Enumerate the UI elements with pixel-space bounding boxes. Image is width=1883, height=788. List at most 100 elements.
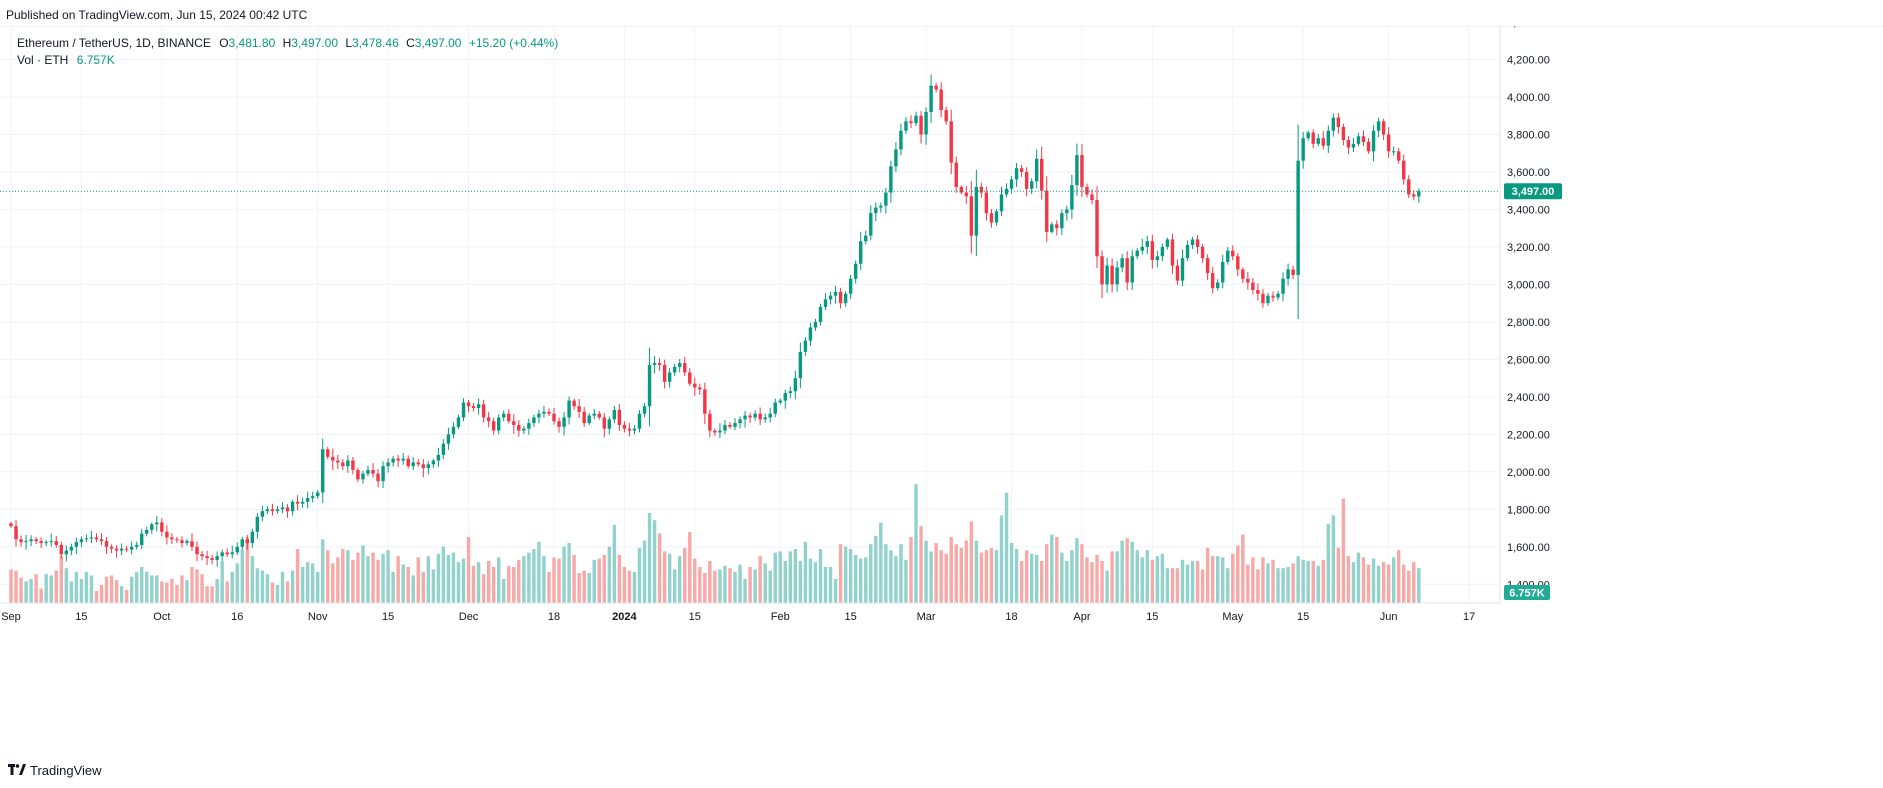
candle-body (843, 293, 848, 304)
candle (200, 551, 204, 561)
candle-body (522, 428, 526, 431)
candle (1135, 248, 1139, 260)
symbol-title[interactable]: Ethereum / TetherUS, 1D, BINANCE (17, 36, 211, 50)
candle-body (1221, 261, 1225, 283)
volume-bar (436, 553, 441, 603)
candle-body (1402, 160, 1406, 180)
last-price-tag-bg (1504, 183, 1562, 200)
candle (94, 533, 99, 543)
candle-body (250, 531, 255, 544)
candle-body (919, 115, 923, 135)
volume-bar (1029, 553, 1034, 603)
candle-body (1266, 295, 1270, 304)
candle (914, 111, 918, 127)
candle (175, 536, 179, 543)
candle-body (738, 419, 742, 424)
candle (919, 111, 923, 144)
candle (29, 535, 33, 547)
candle (1331, 113, 1336, 137)
candle (652, 355, 657, 374)
volume-bar (718, 569, 722, 603)
candle (1120, 253, 1124, 273)
candle-body (698, 387, 702, 390)
volume-bar (572, 555, 576, 603)
candle-body (1246, 278, 1250, 283)
volume-bar (1145, 550, 1150, 603)
candle-body (949, 121, 953, 163)
candle (446, 427, 451, 450)
volume-bar (386, 550, 390, 603)
volume-bar (904, 559, 908, 603)
volume-bar (411, 575, 415, 603)
candle-body (466, 402, 471, 407)
candle-body (959, 186, 963, 193)
volume-bar (1326, 523, 1331, 603)
candle-body (1316, 138, 1320, 144)
time-tick-label: May (1222, 611, 1243, 623)
time-tick-label: Feb (771, 611, 790, 623)
volume-bar (617, 555, 622, 603)
candle-body (265, 509, 270, 512)
volume-bar (864, 557, 868, 603)
candle (1004, 183, 1009, 198)
candle (1110, 258, 1114, 293)
volume-bar (235, 563, 239, 603)
candle (1105, 257, 1109, 293)
candle-body (1185, 245, 1190, 259)
candle (451, 422, 456, 439)
volume-bar (24, 581, 28, 603)
volume-bar (1306, 561, 1310, 603)
candle-body (84, 538, 89, 540)
candle-body (642, 406, 647, 414)
candle-body (300, 501, 305, 504)
volume-bar (431, 569, 436, 603)
candle-body (1386, 134, 1391, 152)
price-tick-label: 1,800.00 (1507, 504, 1550, 516)
volume-bar (698, 567, 702, 603)
candle (527, 418, 531, 435)
volume-bar (1130, 541, 1134, 603)
candle (326, 446, 330, 460)
candle-body (1110, 265, 1114, 285)
candle-body (1412, 194, 1416, 197)
volume-bar (64, 568, 69, 603)
candle-body (155, 522, 159, 525)
ohlc-row: Ethereum / TetherUS, 1D, BINANCE O3,481.… (17, 35, 562, 52)
candle-body (859, 241, 863, 264)
candle (386, 458, 390, 473)
candle-body (275, 509, 280, 512)
volume-bar (406, 567, 410, 603)
candle-body (889, 166, 893, 193)
candle (366, 465, 370, 477)
time-tick-label: Oct (153, 611, 170, 623)
candle-body (14, 526, 18, 540)
candle-body (853, 263, 858, 279)
candle (1412, 190, 1416, 201)
candle (491, 417, 496, 435)
volume-bar (557, 558, 561, 603)
candle-body (486, 417, 491, 422)
volume-label[interactable]: Vol · ETH (17, 53, 69, 67)
candle-body (542, 411, 546, 414)
candle (853, 260, 858, 284)
candle-body (19, 539, 23, 543)
price-tick-label: 3,200.00 (1507, 242, 1550, 254)
volume-bar (1396, 550, 1401, 603)
candle (728, 422, 732, 429)
candle (205, 550, 209, 565)
tradingview-logo[interactable]: TradingView (8, 763, 102, 778)
time-tick-label: 16 (231, 611, 243, 623)
candle (406, 455, 410, 469)
candle-body (979, 186, 984, 193)
candle-body (929, 85, 933, 112)
candle (1014, 162, 1019, 187)
price-chart[interactable]: 4,400.00 4,200.00 4,000.00 3,800.00 3,600.00… (0, 26, 1883, 756)
candle-body (537, 413, 541, 418)
volume-bar (19, 577, 23, 603)
candle (1341, 123, 1346, 146)
candle-body (803, 340, 808, 352)
candle-body (1140, 246, 1144, 251)
candle-body (94, 537, 99, 540)
candle (964, 186, 969, 204)
candle (662, 359, 667, 389)
